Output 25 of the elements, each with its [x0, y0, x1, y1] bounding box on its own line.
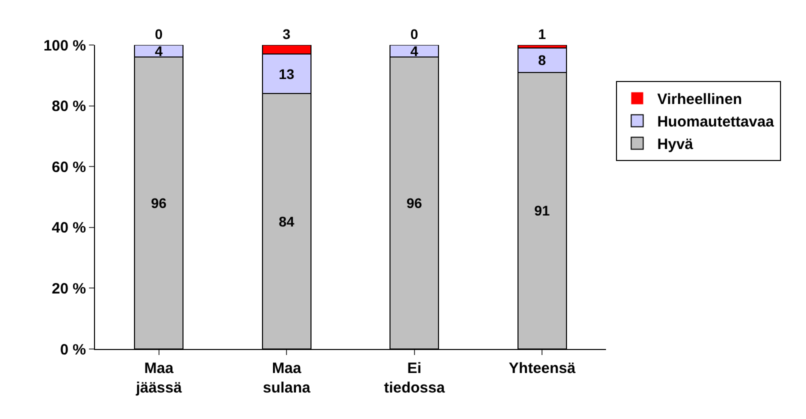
data-label: 3 — [282, 26, 291, 42]
data-label: 0 — [410, 26, 418, 42]
data-label: 4 — [154, 43, 163, 60]
data-label: 0 — [154, 26, 163, 42]
data-label: 96 — [150, 195, 167, 212]
data-label: 13 — [278, 66, 295, 82]
legend-label: Huomautettavaa — [657, 114, 775, 131]
data-label: 96 — [406, 195, 422, 212]
y-tick-label: 20 % — [52, 280, 86, 298]
x-tick-label: Maa sulana — [262, 360, 312, 396]
legend-label: Hyvä — [657, 136, 694, 154]
x-tick-label: Yhteensä — [508, 360, 576, 377]
data-label: 84 — [278, 213, 295, 230]
data-label: 91 — [534, 202, 550, 219]
data-label: 4 — [410, 43, 418, 60]
y-tick-label: 100 % — [43, 37, 86, 54]
legend-label: Virheellinen — [657, 91, 742, 108]
y-tick-label: 40 % — [52, 220, 86, 237]
y-tick-label: 0 % — [60, 341, 86, 358]
x-tick-label: Maa jäässä — [134, 360, 182, 396]
x-tick-label: Ei tiedossa — [384, 360, 446, 396]
data-label: 8 — [538, 52, 546, 68]
y-tick-label: 60 % — [52, 158, 86, 176]
y-tick-label: 80 % — [52, 98, 86, 116]
data-label: 1 — [538, 26, 546, 42]
